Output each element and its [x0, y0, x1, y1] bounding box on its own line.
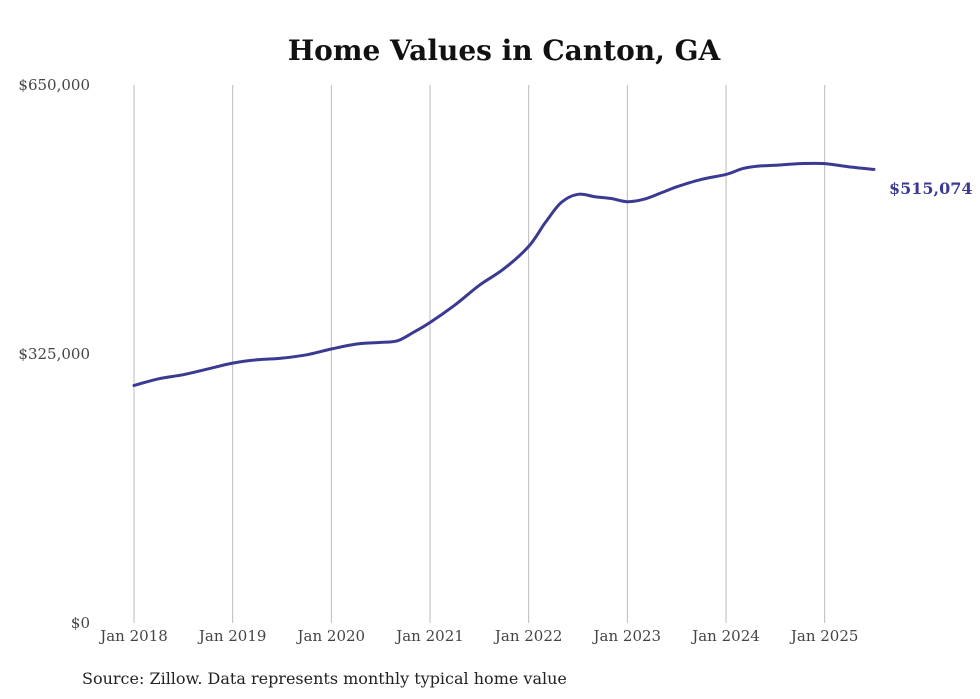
chart-title: Home Values in Canton, GA — [288, 34, 722, 67]
source-note: Source: Zillow. Data represents monthly … — [82, 669, 567, 688]
end-value-label: $515,074 — [889, 179, 973, 198]
y-tick-label: $325,000 — [18, 345, 90, 363]
x-tick-label: Jan 2022 — [493, 627, 563, 645]
x-tick-label: Jan 2020 — [296, 627, 366, 645]
home-value-line — [132, 161, 876, 387]
y-tick-label: $0 — [71, 614, 90, 632]
y-tick-label: $650,000 — [18, 76, 90, 94]
y-axis-ticks: $0 $325,000 $650,000 — [18, 76, 90, 632]
x-tick-label: Jan 2024 — [690, 627, 760, 645]
vertical-gridlines — [133, 85, 826, 623]
x-tick-label: Jan 2018 — [98, 627, 168, 645]
x-tick-label: Jan 2023 — [592, 627, 662, 645]
x-axis-ticks: Jan 2018 Jan 2019 Jan 2020 Jan 2021 Jan 2022… — [98, 627, 858, 645]
x-tick-label: Jan 2021 — [394, 627, 464, 645]
x-tick-label: Jan 2025 — [789, 627, 859, 645]
x-tick-label: Jan 2019 — [197, 627, 267, 645]
